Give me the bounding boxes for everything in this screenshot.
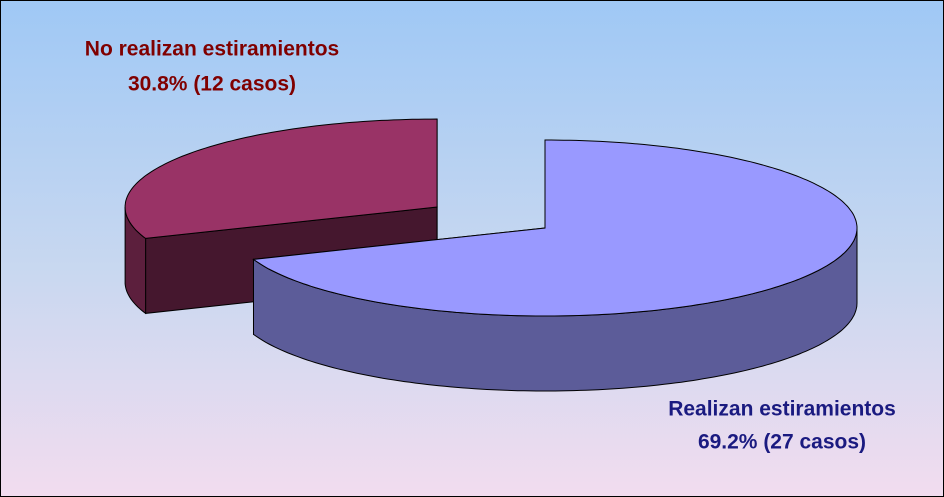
slice	[252, 139, 858, 317]
slice-label: Realizan estiramientos	[668, 398, 896, 421]
slice	[124, 118, 438, 239]
value-label: 30.8% (12 casos)	[128, 73, 296, 96]
slices	[124, 118, 858, 392]
value-label: 69.2% (27 casos)	[698, 431, 866, 454]
slice-label: No realizan estiramientos	[85, 38, 339, 61]
